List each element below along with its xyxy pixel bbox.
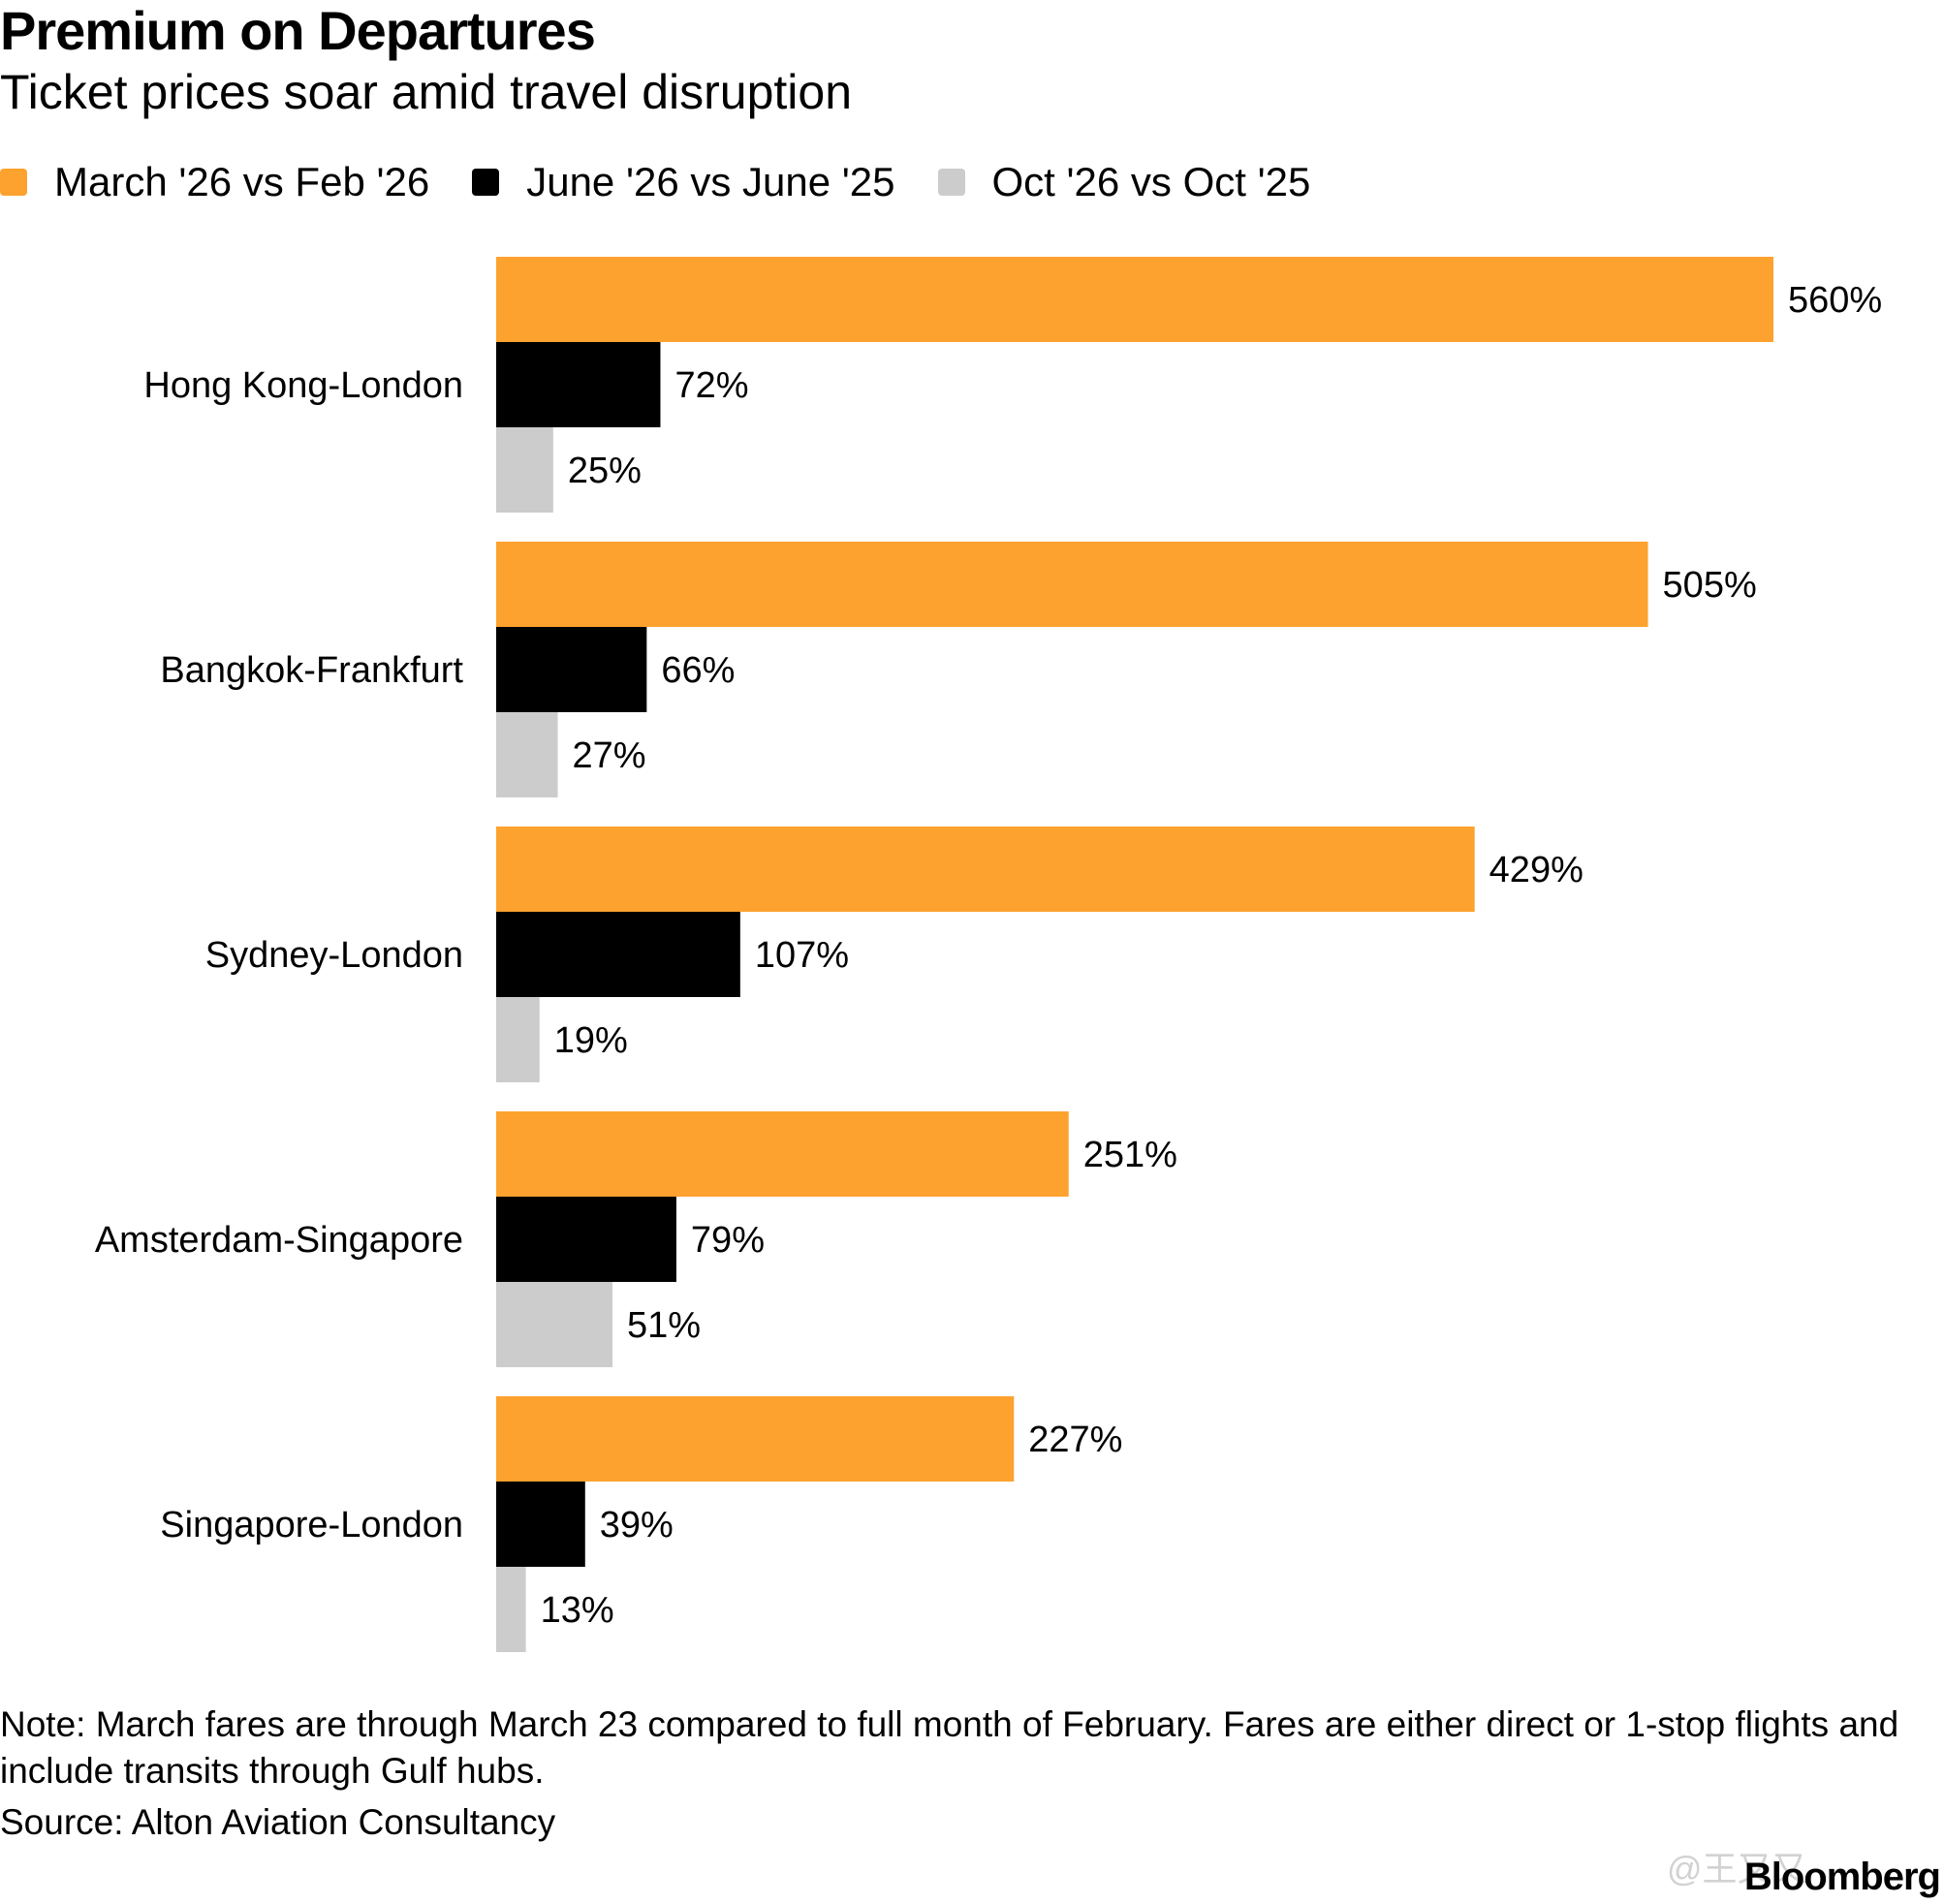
data-label-bangkok-frankfurt-june: 66%	[661, 650, 735, 691]
legend-item-oct: Oct '26 vs Oct '25	[937, 159, 1311, 205]
data-label-sydney-london-oct: 19%	[554, 1020, 628, 1061]
legend-item-june: June '26 vs June '25	[472, 159, 895, 205]
bar-group-amsterdam-singapore: Amsterdam-Singapore 251% 79% 51%	[95, 1111, 1177, 1367]
data-label-hong-kong-london-june: 72%	[674, 365, 748, 406]
bar-hong-kong-london-oct	[496, 427, 553, 513]
legend-item-march: March '26 vs Feb '26	[0, 159, 429, 205]
bar-amsterdam-singapore-june	[496, 1197, 676, 1282]
bar-hong-kong-london-march	[496, 257, 1773, 342]
legend-swatch-march	[0, 169, 27, 196]
category-label-bangkok-frankfurt: Bangkok-Frankfurt	[160, 650, 463, 691]
data-label-singapore-london-june: 39%	[600, 1505, 674, 1545]
legend-label-june: June '26 vs June '25	[526, 159, 895, 204]
bar-amsterdam-singapore-oct	[496, 1282, 613, 1367]
data-label-sydney-london-june: 107%	[755, 935, 849, 976]
chart-subtitle: Ticket prices soar amid travel disruptio…	[0, 65, 853, 119]
legend-label-march: March '26 vs Feb '26	[54, 159, 430, 204]
bar-singapore-london-march	[496, 1396, 1015, 1482]
bar-chart: Hong Kong-London 560% 72% 25% Bangkok-Frankf…	[95, 257, 1882, 1652]
data-label-bangkok-frankfurt-oct: 27%	[573, 735, 646, 776]
legend-label-oct: Oct '26 vs Oct '25	[991, 159, 1311, 204]
data-label-amsterdam-singapore-june: 79%	[691, 1220, 765, 1261]
brand-logo: Bloomberg	[1743, 1856, 1941, 1898]
bar-sydney-london-june	[496, 912, 740, 997]
data-label-sydney-london-march: 429%	[1489, 850, 1583, 890]
chart-legend: March '26 vs Feb '26 June '26 vs June '2…	[0, 153, 1353, 211]
bar-singapore-london-oct	[496, 1567, 526, 1652]
data-label-singapore-london-oct: 13%	[541, 1590, 614, 1631]
data-label-hong-kong-london-oct: 25%	[568, 451, 642, 491]
data-label-amsterdam-singapore-march: 251%	[1083, 1135, 1177, 1175]
bar-group-sydney-london: Sydney-London 429% 107% 19%	[205, 827, 1583, 1082]
bar-amsterdam-singapore-march	[496, 1111, 1069, 1197]
category-label-amsterdam-singapore: Amsterdam-Singapore	[95, 1220, 463, 1261]
chart-title: Premium on Departures	[0, 0, 596, 61]
watermark-text: @王又又	[1667, 1849, 1807, 1888]
bar-group-hong-kong-london: Hong Kong-London 560% 72% 25%	[143, 257, 1882, 513]
data-label-hong-kong-london-march: 560%	[1788, 280, 1882, 321]
category-label-sydney-london: Sydney-London	[205, 935, 463, 976]
legend-swatch-june	[472, 169, 500, 196]
bar-bangkok-frankfurt-june	[496, 627, 647, 712]
bar-group-bangkok-frankfurt: Bangkok-Frankfurt 505% 66% 27%	[160, 542, 1757, 797]
bar-hong-kong-london-june	[496, 342, 661, 427]
bar-sydney-london-march	[496, 827, 1475, 912]
chart-source: Source: Alton Aviation Consultancy	[0, 1802, 556, 1842]
chart-note: Note: March fares are through March 23 c…	[0, 1704, 1899, 1791]
data-label-singapore-london-march: 227%	[1028, 1420, 1122, 1460]
bar-sydney-london-oct	[496, 997, 540, 1082]
bar-bangkok-frankfurt-march	[496, 542, 1648, 627]
bar-bangkok-frankfurt-oct	[496, 712, 558, 797]
category-label-singapore-london: Singapore-London	[160, 1505, 463, 1545]
legend-swatch-oct	[937, 169, 965, 196]
bar-group-singapore-london: Singapore-London 227% 39% 13%	[160, 1396, 1122, 1652]
category-label-hong-kong-london: Hong Kong-London	[143, 365, 463, 406]
bar-singapore-london-june	[496, 1482, 585, 1567]
data-label-bangkok-frankfurt-march: 505%	[1663, 565, 1757, 606]
data-label-amsterdam-singapore-oct: 51%	[627, 1305, 701, 1346]
